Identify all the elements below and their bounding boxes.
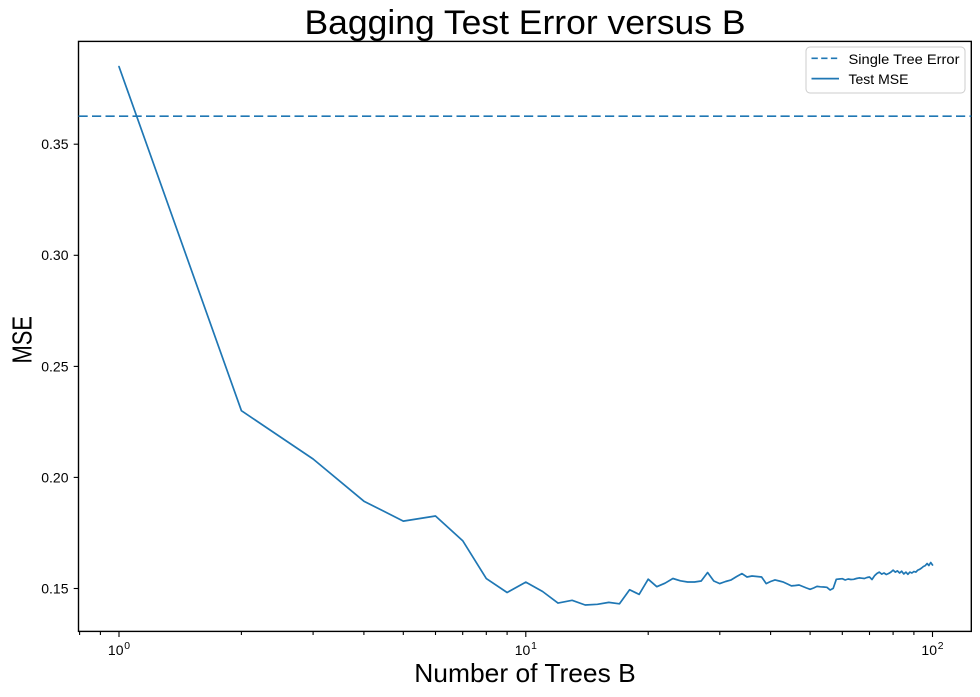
svg-text:Bagging Test Error versus B: Bagging Test Error versus B xyxy=(305,4,746,42)
svg-text:0.25: 0.25 xyxy=(41,358,68,374)
svg-text:Number of Trees B: Number of Trees B xyxy=(414,658,636,688)
svg-text:0.20: 0.20 xyxy=(41,469,68,485)
svg-text:0.15: 0.15 xyxy=(41,580,68,596)
svg-text:0.30: 0.30 xyxy=(41,247,68,263)
svg-text:Test MSE: Test MSE xyxy=(849,71,909,87)
svg-text:Single Tree Error: Single Tree Error xyxy=(849,51,960,67)
svg-text:0.35: 0.35 xyxy=(41,136,68,152)
svg-text:MSE: MSE xyxy=(7,316,38,364)
